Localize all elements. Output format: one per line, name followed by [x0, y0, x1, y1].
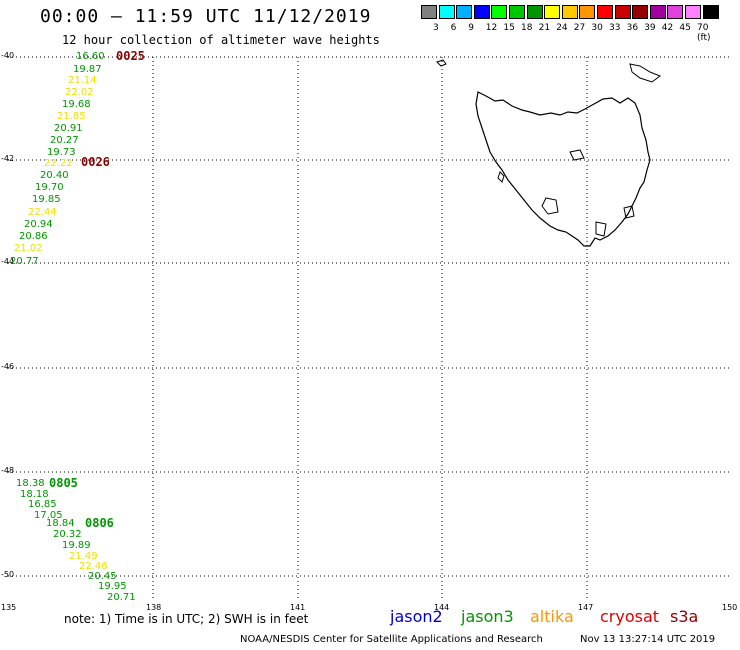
- color-swatch: [438, 5, 455, 19]
- island-shape: [595, 221, 607, 237]
- pass-time-label: 0025: [116, 49, 145, 63]
- wave-height-value: 16.60: [76, 51, 105, 62]
- color-legend-label: 70 (ft): [697, 23, 711, 43]
- wave-height-value: 18.18: [20, 489, 49, 500]
- latitude-label: -40: [1, 51, 15, 60]
- satellite-name: altika: [530, 607, 574, 626]
- footnote: note: 1) Time is in UTC; 2) SWH is in fe…: [64, 612, 309, 626]
- wave-height-value: 20.71: [107, 592, 136, 603]
- latitude-label: -48: [1, 466, 15, 475]
- wave-height-value: 19.73: [47, 147, 76, 158]
- latitude-label: -44: [1, 257, 15, 266]
- wave-height-value: 21.14: [68, 75, 97, 86]
- wave-height-value: 22.22: [44, 158, 73, 169]
- longitude-label: 147: [578, 603, 594, 612]
- color-swatch: [614, 5, 631, 19]
- color-legend-label: 9: [468, 23, 474, 33]
- color-swatch: [579, 5, 596, 19]
- color-legend-label: 36: [626, 23, 639, 33]
- color-swatch: [702, 5, 719, 19]
- island-shape: [629, 63, 662, 83]
- satellite-name: jason2: [390, 607, 443, 626]
- grid-lines: [8, 56, 732, 600]
- color-swatch: [421, 5, 437, 19]
- wave-height-value: 19.95: [98, 581, 127, 592]
- satellite-name: s3a: [670, 607, 699, 626]
- generated-timestamp: Nov 13 13:27:14 UTC 2019: [580, 634, 716, 645]
- latitude-label: -46: [1, 362, 15, 371]
- latitude-label: -42: [1, 154, 15, 163]
- color-swatch: [685, 5, 701, 19]
- wave-height-value: 17.05: [34, 510, 63, 521]
- wave-height-value: 16.85: [28, 499, 57, 510]
- wave-height-value: 20.91: [54, 123, 83, 134]
- wave-height-value: 21.49: [69, 551, 98, 562]
- wave-height-value: 22.02: [65, 87, 94, 98]
- wave-height-value: 20.94: [24, 219, 53, 230]
- credit-line: NOAA/NESDIS Center for Satellite Applica…: [240, 634, 543, 645]
- island-shape: [541, 197, 559, 215]
- color-swatch: [597, 5, 613, 19]
- longitude-label: 135: [1, 603, 17, 612]
- island-shape: [569, 149, 585, 161]
- latitude-label: -50: [1, 570, 15, 579]
- longitude-label: 141: [290, 603, 306, 612]
- color-swatch: [561, 5, 578, 19]
- wave-height-value: 22.46: [79, 561, 108, 572]
- wave-height-value: 21.02: [14, 243, 43, 254]
- wave-height-value: 19.87: [73, 64, 102, 75]
- color-legend-label: 39: [644, 23, 656, 33]
- pass-time-label: 0805: [49, 476, 78, 490]
- color-legend-label: 45: [679, 23, 691, 33]
- island-shape: [436, 59, 447, 67]
- color-legend-label: 33: [609, 23, 621, 33]
- island-shape: [623, 205, 635, 219]
- color-legend-label: 12: [485, 23, 498, 33]
- color-swatch: [491, 5, 508, 19]
- wave-height-value: 21.85: [57, 111, 86, 122]
- wave-height-value: 20.32: [53, 529, 82, 540]
- longitude-label: 150: [722, 603, 738, 612]
- page-subtitle: 12 hour collection of altimeter wave hei…: [62, 33, 380, 47]
- wave-height-value: 19.68: [62, 99, 91, 110]
- wave-height-value: 19.70: [35, 182, 64, 193]
- color-swatch: [473, 5, 490, 19]
- wave-height-value: 18.84: [46, 518, 75, 529]
- color-swatch: [632, 5, 649, 19]
- pass-time-label: 0806: [85, 516, 114, 530]
- wave-height-value: 20.27: [50, 135, 79, 146]
- color-swatch: [526, 5, 543, 19]
- satellite-name: jason3: [461, 607, 514, 626]
- longitude-label: 144: [434, 603, 450, 612]
- color-swatch: [456, 5, 473, 19]
- color-legend-label: 42: [661, 23, 674, 33]
- island-shape: [497, 171, 505, 183]
- satellite-name: cryosat: [600, 607, 660, 626]
- pass-time-label: 0026: [81, 155, 110, 169]
- tasmania-coastline: [475, 91, 651, 247]
- color-swatch: [509, 5, 525, 19]
- color-swatch: [544, 5, 561, 19]
- wave-height-value: 20.77: [10, 256, 39, 267]
- color-legend-label: 3: [433, 23, 439, 33]
- color-legend-label: 24: [556, 23, 568, 33]
- wave-height-value: 20.45: [88, 571, 117, 582]
- longitude-label: 138: [146, 603, 162, 612]
- color-legend-label: 18: [521, 23, 533, 33]
- color-legend-label: 21: [538, 23, 551, 33]
- color-swatch: [649, 5, 666, 19]
- color-legend-label: 6: [450, 23, 457, 33]
- wave-height-value: 20.40: [40, 170, 69, 181]
- wave-height-value: 19.89: [62, 540, 91, 551]
- wave-height-value: 19.85: [32, 194, 61, 205]
- page-title: 00:00 – 11:59 UTC 11/12/2019: [40, 6, 372, 27]
- color-legend-label: 27: [573, 23, 586, 33]
- wave-height-value: 22.44: [28, 207, 57, 218]
- wave-height-value: 20.86: [19, 231, 48, 242]
- wave-height-value: 18.38: [16, 478, 45, 489]
- color-legend-label: 15: [503, 23, 515, 33]
- color-legend-label: 30: [591, 23, 603, 33]
- color-swatch: [667, 5, 684, 19]
